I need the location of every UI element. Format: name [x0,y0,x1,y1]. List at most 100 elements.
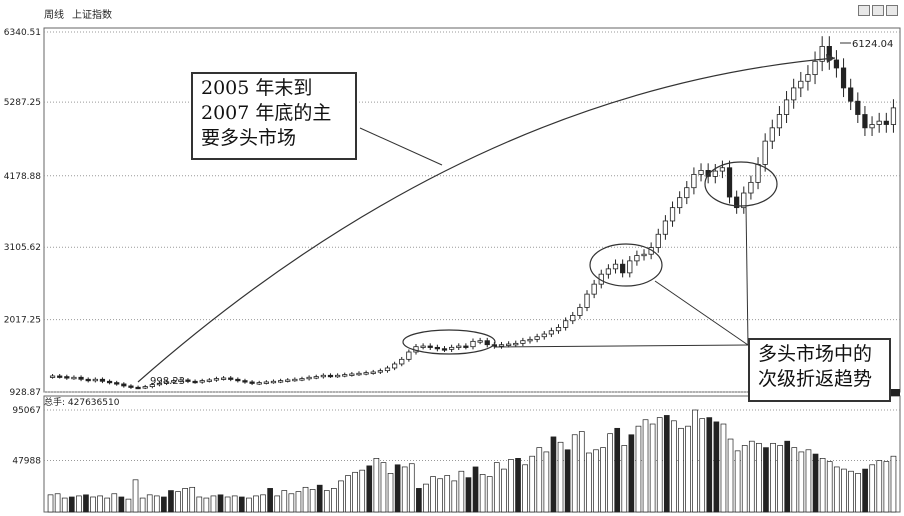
price-tick-label: 4178.88 [4,172,41,182]
candle-body [299,378,305,381]
volume-bar [571,434,578,513]
low-label: 998.23 [150,376,185,387]
candle-body [719,167,726,172]
volume-bar [614,427,621,513]
volume-bar [586,452,592,513]
volume-bar [331,488,337,513]
volume-bar [564,449,571,513]
price-tick-label: 2017.25 [4,316,41,326]
volume-bar [671,420,677,513]
callout2-leader-3 [745,205,749,346]
pullback-ellipse-2 [589,243,663,287]
candle-body [484,340,490,346]
candle-body [527,338,533,342]
window-buttons [858,5,898,16]
callout1-leader [359,127,443,166]
volume-bar [550,436,557,513]
candle-body [506,343,512,346]
price-tick-label: 5287.25 [4,98,41,108]
volume-bar [748,440,755,513]
volume-bar [104,497,111,513]
volume-bar [76,495,82,513]
candle-body [235,378,241,382]
close-button[interactable] [886,5,898,16]
volume-bar [68,496,75,513]
volume-bar [678,427,684,513]
price-panel-frame [43,27,901,393]
high-label: 6124.04 [852,39,893,50]
volume-bar [139,497,146,513]
candle-body [327,374,334,378]
volume-bar [387,473,394,513]
candle-body [199,380,205,383]
volume-bar [260,494,266,513]
candle-body [862,114,868,129]
volume-bar [876,460,883,513]
candle-body [178,379,184,382]
volume-bar [812,453,819,513]
volume-bar [536,447,543,513]
candle-body [548,330,554,335]
candle-body [655,233,661,248]
candle-body [705,170,711,177]
volume-bar [189,486,196,513]
restore-button[interactable] [858,5,870,16]
volume-bar [267,488,273,513]
volume-bar [437,478,443,513]
volume-bar [380,462,387,513]
candle-body [669,207,676,222]
candle-body [263,381,269,384]
callout-secondary-reversal: 多头市场中的次级折返趋势 [748,338,891,402]
candle-body [805,74,811,82]
volume-bar [656,417,663,513]
candle-body [726,167,733,198]
candle-body [456,345,462,348]
volume-bar [161,496,167,513]
candle-body [463,345,469,348]
maximize-button[interactable] [872,5,884,16]
volume-bar [713,421,720,513]
candle-body [748,181,754,194]
volume-bar [61,497,68,513]
price-tick-label: 3105.62 [4,243,41,253]
volume-bar [146,494,153,513]
candle-body [149,384,155,388]
volume-bar [472,466,479,513]
volume-bar [394,464,401,513]
volume-bar [423,483,429,513]
candle-body [712,170,718,177]
volume-bar [54,493,61,513]
candle-body [620,263,626,274]
period-label: 周线 [44,10,64,21]
volume-bar [309,489,316,513]
candle-body [513,342,519,346]
candle-body [363,372,369,375]
candle-body [185,379,191,382]
candle-body [677,197,683,209]
volume-bar [175,491,181,513]
volume-bar [231,495,238,513]
volume-bar [338,480,344,513]
pullback-ellipse-1 [402,329,496,355]
candle-body [819,46,825,62]
pullback-ellipse-3 [704,161,778,207]
volume-bar [168,490,174,513]
volume-bar [352,471,358,513]
volume-bar [727,438,734,513]
candle-body [812,60,818,76]
volume-bar [770,442,776,513]
candle-body [883,120,889,125]
volume-bar [508,459,514,513]
candle-body [256,382,262,385]
candle-body [477,340,483,343]
index-name: 上证指数 [72,10,112,21]
volume-bar [529,455,536,513]
volume-bar [848,470,854,513]
volume-bar [600,447,606,513]
trend-arrow-curve [137,57,836,383]
volume-bar [196,496,203,513]
volume-bar [826,461,833,513]
volume-bar [366,465,373,513]
candle-body [498,344,505,347]
